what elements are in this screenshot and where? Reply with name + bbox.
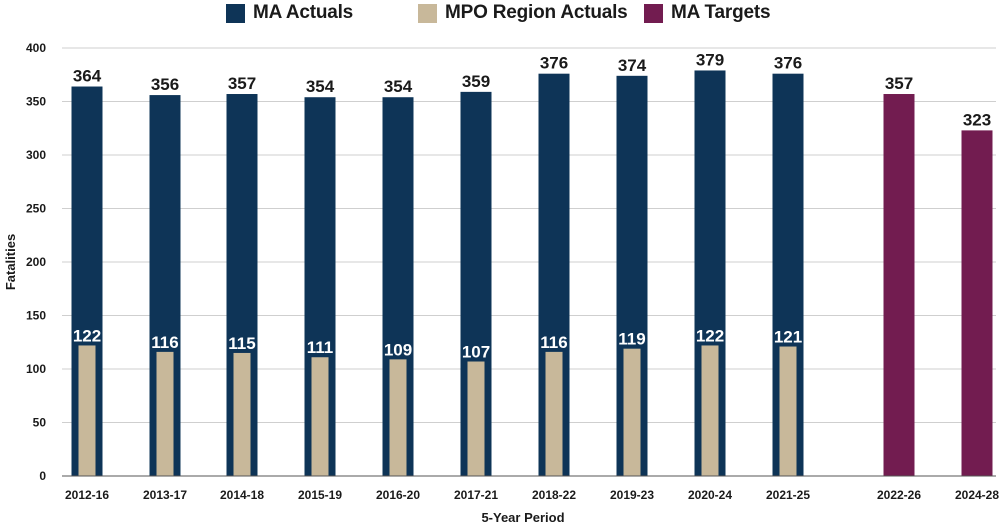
x-tick-label: 2013-17 <box>143 488 187 502</box>
data-label-ma-targets: 323 <box>963 110 991 129</box>
data-label-mpo-region-actuals: 121 <box>774 328 802 347</box>
data-label-ma-actuals: 376 <box>774 54 802 73</box>
y-tick-label: 150 <box>26 309 46 323</box>
data-label-mpo-region-actuals: 115 <box>228 334 255 353</box>
x-tick-label: 2020-24 <box>688 488 732 502</box>
data-label-ma-actuals: 376 <box>540 54 568 73</box>
legend-item-ma-actuals: MA Actuals <box>226 2 353 24</box>
data-label-mpo-region-actuals: 111 <box>307 338 334 357</box>
x-tick-label: 2012-16 <box>65 488 109 502</box>
x-tick-label: 2016-20 <box>376 488 420 502</box>
x-tick-label: 2022-26 <box>877 488 921 502</box>
legend-swatch-ma-actuals <box>226 3 245 23</box>
data-label-ma-actuals: 354 <box>384 77 413 96</box>
y-tick-label: 300 <box>26 148 46 162</box>
legend-label-ma-actuals: MA Actuals <box>253 2 354 23</box>
data-label-mpo-region-actuals: 119 <box>618 330 645 349</box>
bar-mpo-region-actuals <box>467 361 485 476</box>
y-tick-label: 250 <box>26 202 46 216</box>
data-label-mpo-region-actuals: 122 <box>73 326 101 345</box>
bar-ma-targets <box>883 94 915 476</box>
data-label-ma-actuals: 379 <box>696 50 724 69</box>
legend-label-mpo-region-actuals: MPO Region Actuals <box>445 2 628 23</box>
data-label-ma-actuals: 364 <box>73 67 102 86</box>
legend-swatch-ma-targets <box>644 3 663 23</box>
legend-item-ma-targets: MA Targets <box>644 2 771 24</box>
data-label-mpo-region-actuals: 107 <box>462 343 490 362</box>
data-label-mpo-region-actuals: 116 <box>151 333 178 352</box>
y-tick-label: 350 <box>26 95 46 109</box>
data-label-ma-actuals: 356 <box>151 75 179 94</box>
bar-mpo-region-actuals <box>78 345 96 476</box>
legend: MA Actuals MPO Region Actuals MA Targets <box>0 2 1000 28</box>
bar-mpo-region-actuals <box>311 357 329 476</box>
legend-label-ma-targets: MA Targets <box>671 2 771 23</box>
x-tick-label: 2019-23 <box>610 488 654 502</box>
bar-mpo-region-actuals <box>779 346 797 476</box>
data-label-mpo-region-actuals: 109 <box>384 340 412 359</box>
y-axis-ticks: 0 50 100 150 200 250 300 350 400 <box>26 41 46 483</box>
y-axis-title: Fatalities <box>3 234 18 290</box>
legend-item-mpo-region-actuals: MPO Region Actuals <box>418 2 628 24</box>
data-label-ma-targets: 357 <box>885 74 913 93</box>
x-tick-label: 2014-18 <box>220 488 264 502</box>
x-tick-label: 2024-28 <box>955 488 999 502</box>
data-label-mpo-region-actuals: 122 <box>696 326 724 345</box>
bar-mpo-region-actuals <box>389 359 407 476</box>
bars: 364 122 356 116 357 115 354 111 354 109 359 107 376 1… <box>71 50 993 477</box>
legend-swatch-mpo-region-actuals <box>418 3 437 23</box>
gridlines <box>62 47 996 423</box>
x-tick-label: 2017-21 <box>454 488 498 502</box>
bar-mpo-region-actuals <box>623 348 641 476</box>
data-label-mpo-region-actuals: 116 <box>540 333 567 352</box>
bar-mpo-region-actuals <box>233 352 251 476</box>
y-tick-label: 200 <box>26 255 46 269</box>
bar-ma-targets <box>961 130 993 476</box>
y-tick-label: 50 <box>33 416 47 430</box>
bar-mpo-region-actuals <box>156 351 174 476</box>
data-label-ma-actuals: 374 <box>618 56 647 75</box>
bar-mpo-region-actuals <box>545 351 563 476</box>
x-tick-label: 2021-25 <box>766 488 810 502</box>
data-label-ma-actuals: 357 <box>228 74 256 93</box>
bar-mpo-region-actuals <box>701 345 719 476</box>
x-tick-label: 2015-19 <box>298 488 342 502</box>
x-tick-label: 2018-22 <box>532 488 576 502</box>
y-tick-label: 0 <box>39 469 46 483</box>
y-tick-label: 400 <box>26 41 46 55</box>
x-axis-ticks: 2012-16 2013-17 2014-18 2015-19 2016-20 2017-… <box>65 488 999 502</box>
data-label-ma-actuals: 359 <box>462 72 490 91</box>
data-label-ma-actuals: 354 <box>306 77 335 96</box>
y-tick-label: 100 <box>26 362 46 376</box>
x-axis-title: 5-Year Period <box>481 510 564 525</box>
